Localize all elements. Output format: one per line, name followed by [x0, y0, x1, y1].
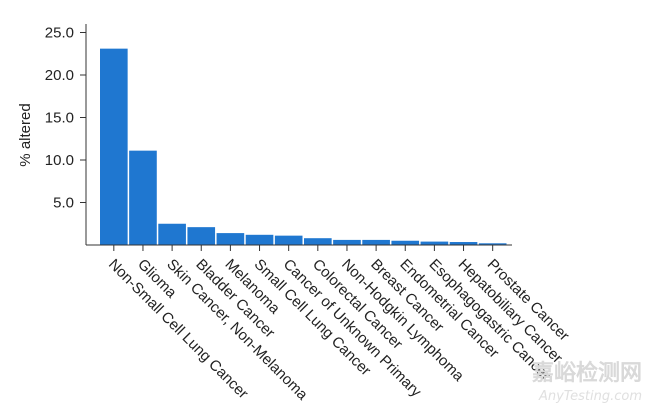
y-tick-label: 20.0: [45, 67, 74, 84]
bar: [216, 233, 245, 245]
bars: [100, 48, 507, 246]
bar: [449, 242, 478, 245]
y-tick-label: 15.0: [45, 110, 74, 127]
y-tick-label: 10.0: [45, 152, 74, 169]
y-tick-label: 5.0: [53, 195, 74, 212]
bar: [129, 150, 157, 245]
watermark-sub-text: AnyTesting.com: [538, 389, 642, 404]
bar: [391, 240, 420, 245]
bar: [362, 239, 390, 245]
bar: [158, 223, 186, 245]
bar: [304, 238, 332, 245]
bar: [245, 234, 274, 245]
bar: [100, 48, 128, 246]
bar: [478, 243, 507, 245]
bar: [274, 235, 303, 245]
y-ticks: 5.0 10.0 15.0 20.0 25.0: [45, 25, 86, 212]
bar: [333, 239, 361, 245]
axes: [85, 24, 512, 246]
y-tick-label: 25.0: [45, 25, 74, 42]
bar: [187, 227, 216, 245]
bar: [420, 241, 449, 245]
watermark-main-text: 嘉峪检测网: [532, 360, 642, 386]
y-axis-title: % altered: [17, 103, 34, 166]
watermark: 嘉峪检测网 AnyTesting.com: [532, 360, 642, 404]
